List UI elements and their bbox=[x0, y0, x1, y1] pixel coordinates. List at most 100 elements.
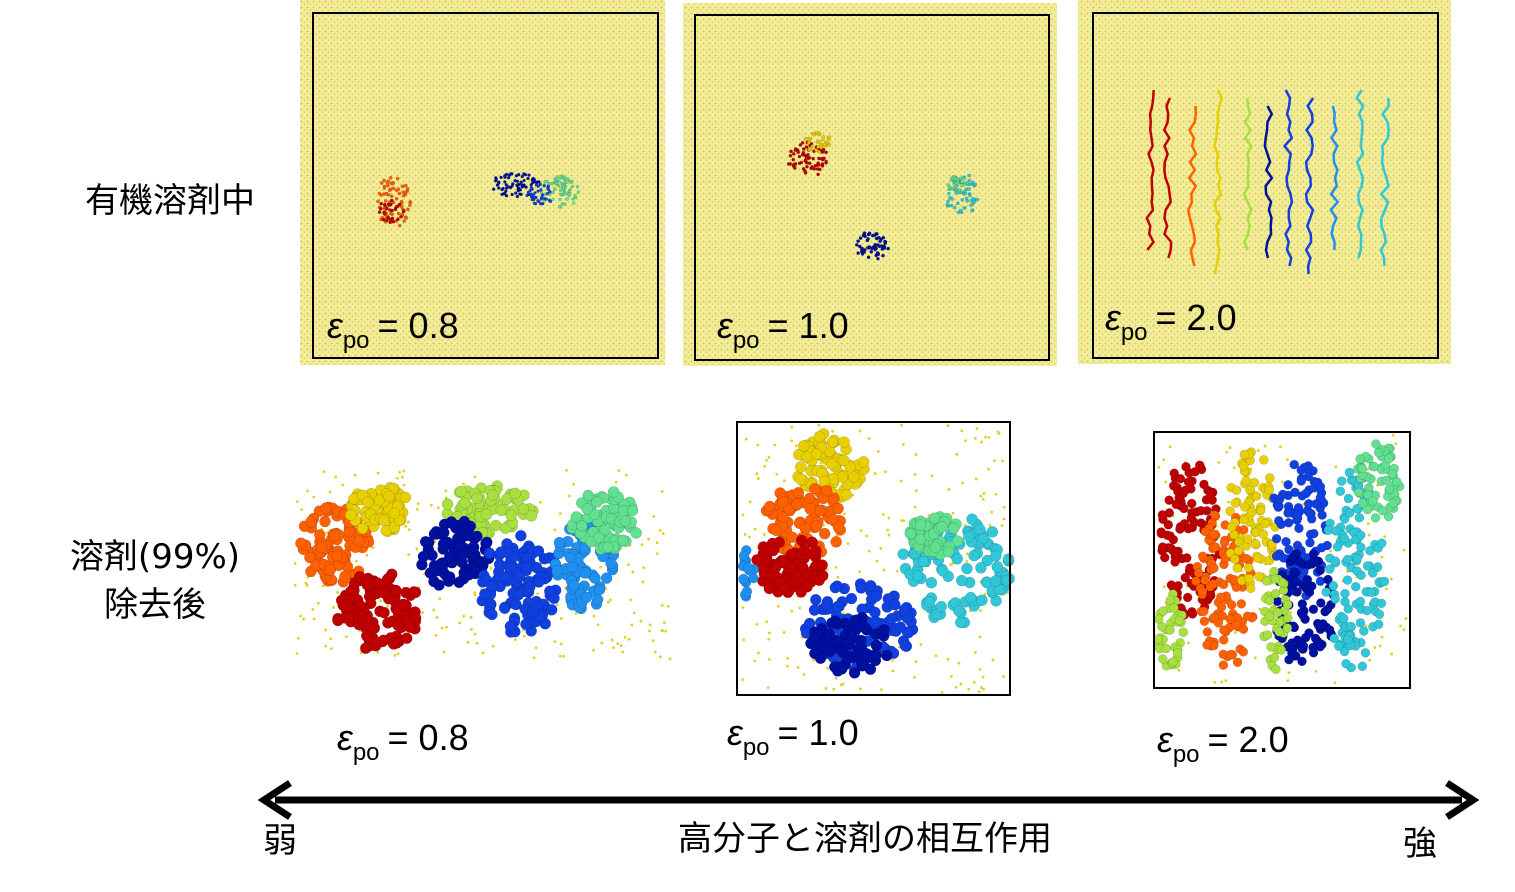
solvent bbox=[663, 621, 666, 625]
monomer bbox=[1392, 477, 1402, 487]
solvent bbox=[438, 597, 442, 601]
monomer bbox=[563, 180, 568, 184]
axis-title: 高分子と溶剤の相互作用 bbox=[678, 819, 1052, 859]
solvent bbox=[946, 657, 950, 661]
monomer bbox=[556, 184, 561, 188]
monomer bbox=[388, 638, 400, 650]
monomer bbox=[513, 191, 518, 195]
frames bbox=[312, 12, 1439, 696]
solvent bbox=[753, 659, 757, 663]
solvent bbox=[481, 651, 485, 655]
monomer bbox=[537, 199, 541, 204]
monomer bbox=[1362, 561, 1373, 571]
monomer bbox=[894, 621, 907, 633]
monomer bbox=[468, 562, 481, 575]
solvent bbox=[981, 675, 985, 679]
solvent bbox=[1001, 459, 1005, 463]
monomer bbox=[1264, 595, 1275, 606]
monomer bbox=[384, 206, 389, 211]
monomer bbox=[954, 191, 958, 195]
monomer bbox=[1343, 634, 1353, 645]
solvent bbox=[766, 686, 770, 690]
monomer bbox=[1239, 515, 1249, 525]
monomer bbox=[1216, 602, 1227, 612]
monomer bbox=[406, 207, 410, 212]
solvent bbox=[748, 535, 751, 539]
monomer bbox=[878, 623, 890, 636]
snapshots bbox=[300, 0, 1451, 366]
monomer bbox=[394, 196, 399, 201]
solvent bbox=[960, 429, 964, 433]
monomer bbox=[1357, 498, 1368, 508]
solvent bbox=[1314, 669, 1318, 673]
monomer bbox=[522, 183, 526, 187]
monomer bbox=[838, 436, 850, 448]
monomer bbox=[1281, 536, 1291, 547]
solvent bbox=[1378, 644, 1382, 648]
solvent bbox=[437, 506, 440, 510]
monomer bbox=[831, 600, 844, 613]
monomer bbox=[559, 181, 564, 185]
monomer bbox=[1255, 505, 1266, 516]
monomer bbox=[990, 550, 1002, 562]
monomer bbox=[576, 520, 588, 532]
monomer bbox=[794, 473, 807, 485]
solvent bbox=[1366, 522, 1370, 526]
monomer bbox=[504, 194, 509, 198]
monomer bbox=[967, 178, 972, 183]
monomer bbox=[818, 527, 831, 540]
solvent bbox=[834, 566, 838, 569]
solvent bbox=[887, 516, 891, 520]
monomer bbox=[815, 167, 820, 171]
monomer bbox=[1353, 487, 1364, 498]
solvent bbox=[886, 528, 890, 532]
monomer bbox=[860, 647, 873, 660]
monomer bbox=[1315, 481, 1326, 492]
monomer bbox=[524, 581, 536, 593]
monomer bbox=[792, 486, 805, 499]
monomer bbox=[977, 532, 990, 545]
monomer bbox=[865, 238, 870, 243]
solvent bbox=[865, 534, 869, 538]
monomer bbox=[548, 189, 552, 194]
monomer bbox=[791, 152, 796, 156]
monomer bbox=[1292, 587, 1302, 597]
solvent bbox=[648, 623, 652, 627]
monomer bbox=[1290, 487, 1300, 498]
solvent bbox=[879, 547, 883, 550]
solvent bbox=[421, 611, 425, 615]
solvent bbox=[1163, 585, 1166, 589]
solvent bbox=[639, 619, 643, 623]
solvent bbox=[782, 631, 786, 634]
value: = 1.0 bbox=[778, 712, 859, 753]
monomer bbox=[1187, 507, 1197, 518]
monomer bbox=[881, 235, 886, 240]
solvent bbox=[1394, 442, 1398, 446]
monomer bbox=[580, 591, 593, 604]
monomer bbox=[379, 181, 384, 185]
monomer bbox=[388, 175, 393, 180]
monomer bbox=[502, 192, 507, 196]
monomer bbox=[1283, 508, 1293, 518]
monomer bbox=[395, 176, 400, 181]
solvent bbox=[1285, 458, 1289, 462]
monomer bbox=[1209, 612, 1219, 623]
monomer bbox=[1343, 493, 1354, 504]
monomer bbox=[814, 148, 819, 152]
monomer bbox=[495, 504, 507, 517]
monomer bbox=[806, 140, 811, 145]
solvent bbox=[880, 688, 883, 692]
monomer bbox=[566, 561, 578, 573]
monomer bbox=[795, 586, 807, 598]
monomer bbox=[1298, 580, 1308, 590]
monomer bbox=[1296, 465, 1306, 475]
monomer bbox=[864, 580, 877, 592]
solvent bbox=[293, 562, 297, 565]
monomer bbox=[876, 243, 880, 247]
monomer bbox=[305, 515, 317, 528]
solvent bbox=[1286, 679, 1290, 682]
solvent bbox=[873, 472, 877, 475]
solvent bbox=[775, 472, 779, 476]
monomer bbox=[545, 604, 558, 616]
solvent bbox=[858, 429, 862, 433]
